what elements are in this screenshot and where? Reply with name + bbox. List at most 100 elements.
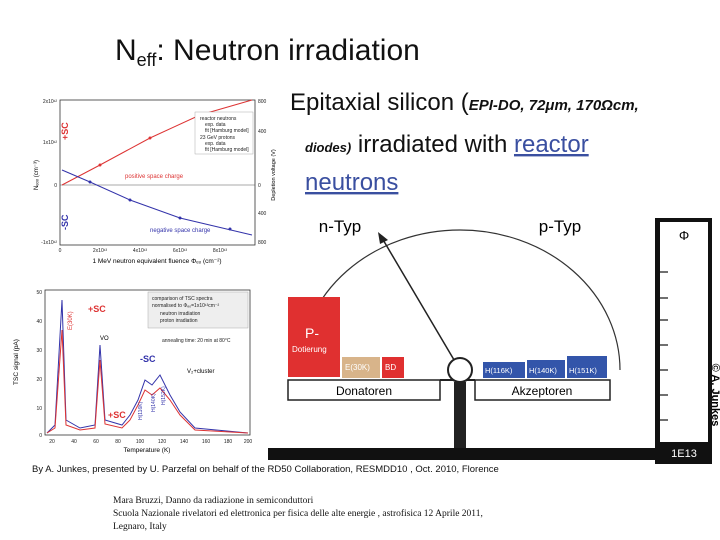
x-tick: 120: [158, 439, 167, 445]
y-tick: 20: [36, 377, 42, 383]
y-label: Nₑₒₒ (cm⁻³): [34, 160, 40, 190]
fluence-value: 1E13: [671, 448, 697, 460]
subtitle-detail2: diodes): [305, 140, 351, 155]
stand: [454, 382, 466, 450]
y2-tick: 400: [258, 211, 267, 217]
y2-tick: 800: [258, 99, 267, 105]
caption: By A. Junkes, presented by U. Parzefal o…: [32, 464, 499, 475]
n-typ: n-Typ: [319, 217, 362, 236]
h151: H(151K): [569, 366, 597, 375]
needle-head: [378, 232, 388, 244]
x-tick: 2x10¹³: [93, 248, 108, 254]
y-tick: 2x10¹²: [43, 99, 58, 105]
blue-points: [88, 180, 232, 231]
x-tick: 6x10¹³: [173, 248, 188, 254]
plus-sc: +SC: [88, 304, 106, 314]
e30-box: [342, 357, 380, 378]
y-tick: -1x10¹²: [41, 240, 57, 246]
footer-line: Mara Bruzzi, Danno da radiazione in semi…: [113, 496, 314, 506]
legend-item: comparison of TSC spectra: [152, 296, 213, 302]
e30: E(30K): [345, 363, 370, 372]
title-n: N: [115, 34, 137, 67]
legend-item: fit [Hamburg model]: [205, 147, 249, 153]
legend-item: normalised to Φₑₒ=1x10¹³cm⁻²: [152, 303, 220, 309]
x-tick: 80: [115, 439, 121, 445]
x-tick: 100: [136, 439, 145, 445]
footer-line: Legnaro, Italy: [113, 522, 167, 532]
balance-diagram: n-Typ p-Typ P- Dotierung E(30K) BD H(116…: [268, 217, 720, 464]
x-ticks: 20 40 60 80 100 120 140 160 180 200: [49, 439, 252, 445]
h116-box: [483, 362, 525, 378]
legend-item: 23 GeV protons: [200, 135, 236, 141]
subtitle-link: reactor: [514, 131, 589, 158]
minus-sc: -SC: [60, 214, 70, 230]
x-tick: 4x10¹³: [133, 248, 148, 254]
title-rest: : Neutron irradiation: [156, 34, 419, 67]
y-tick: 50: [36, 290, 42, 296]
plot2: comparison of TSC spectra normalised to …: [13, 289, 252, 454]
y2-tick: 0: [258, 183, 261, 189]
legend-item: proton irradiation: [160, 318, 198, 324]
base: [268, 448, 656, 460]
region-label: negative space charge: [150, 228, 211, 234]
pivot: [447, 357, 473, 383]
anneal-label: annealing time: 20 min at 80°C: [162, 338, 231, 344]
legend-item: exp. data: [205, 122, 226, 128]
phi: Φ: [679, 228, 689, 243]
y-tick: 0: [39, 433, 42, 439]
minus-sc: -SC: [140, 354, 156, 364]
acceptor-tray: [474, 379, 611, 401]
y2-tick: 800: [258, 240, 267, 246]
h151-box: [567, 356, 607, 378]
x-tick: 0: [59, 248, 62, 254]
h140: H(140K): [529, 366, 557, 375]
plot1: reactor neutrons exp. data fit [Hamburg …: [34, 99, 277, 265]
subtitle-detail: EPI-DO, 72μm, 170Ωcm,: [469, 97, 639, 114]
x-tick: 8x10¹³: [213, 248, 228, 254]
bd: BD: [385, 363, 396, 372]
p-minus: P-: [305, 325, 319, 341]
p-typ: p-Typ: [539, 217, 582, 236]
legend: [194, 111, 254, 155]
y-tick: 0: [54, 183, 57, 189]
y2-tick: 400: [258, 129, 267, 135]
donatoren: Donatoren: [336, 384, 392, 398]
subtitle-mid: irradiated with: [351, 131, 514, 158]
subtitle-line2: diodes) irradiated with reactor: [305, 131, 589, 158]
legend-item: neutron irradiation: [160, 311, 201, 317]
subtitle-lead: Epitaxial silicon (: [290, 89, 469, 116]
legend-box: [147, 291, 249, 329]
scale-arc: [299, 229, 621, 371]
fluence-scale: [660, 222, 708, 442]
y2-label: Depletion voltage (V): [271, 149, 277, 201]
legend-item: exp. data: [205, 141, 226, 147]
y-tick: 40: [36, 319, 42, 325]
title-sub: eff: [137, 50, 158, 70]
defect-label: H(116K): [138, 401, 144, 420]
legend-item: fit [Hamburg model]: [205, 128, 249, 134]
h116: H(116K): [485, 366, 513, 375]
dotierung: Dotierung: [292, 345, 327, 354]
y-tick: 30: [36, 348, 42, 354]
h140-box: [527, 360, 565, 378]
donor-tray: [287, 379, 441, 401]
y-ticks: 50 40 30 20 10 0: [36, 290, 42, 439]
defect-label: E(30K): [68, 311, 74, 330]
y-tick: 10: [36, 406, 42, 412]
defect-label: H(140K): [151, 393, 157, 412]
defect-label: H(152K): [161, 386, 167, 405]
y-label: TSC signal (pA): [13, 339, 20, 385]
proton-curve: [46, 329, 249, 434]
legend-item: reactor neutrons: [200, 116, 237, 122]
x-tick: 160: [202, 439, 211, 445]
scale-ticks: [660, 271, 668, 421]
slide-title: Neff: Neutron irradiation: [115, 34, 420, 70]
x-tick: 40: [71, 439, 77, 445]
subtitle-line1: Epitaxial silicon (EPI-DO, 72μm, 170Ωcm,: [290, 89, 639, 116]
subtitle-link: neutrons: [305, 169, 398, 196]
x-tick: 180: [224, 439, 233, 445]
copyright: © A. Junkes: [709, 364, 720, 427]
defect-label: V₂+cluster: [187, 369, 215, 375]
region-label: positive space charge: [125, 174, 184, 180]
